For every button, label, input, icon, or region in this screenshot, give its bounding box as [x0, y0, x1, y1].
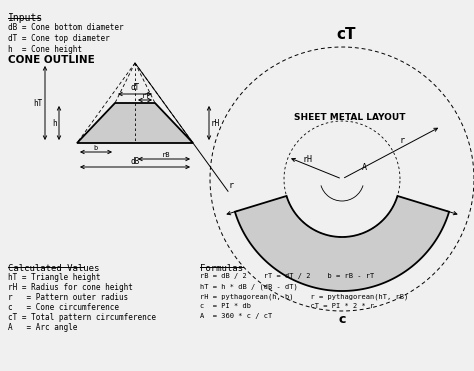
Text: dT: dT — [130, 83, 140, 92]
Text: CONE OUTLINE: CONE OUTLINE — [8, 55, 95, 65]
Text: hT = Triangle height: hT = Triangle height — [8, 273, 100, 282]
Text: hT: hT — [34, 98, 43, 108]
Text: r: r — [400, 136, 404, 145]
Text: dT = Cone top diameter: dT = Cone top diameter — [8, 34, 110, 43]
Text: rB: rB — [162, 152, 170, 158]
Text: r   = Pattern outer radius: r = Pattern outer radius — [8, 293, 128, 302]
Text: rH = pythagorean(h, b)    r = pythagorean(hT, rB): rH = pythagorean(h, b) r = pythagorean(h… — [200, 293, 408, 299]
Polygon shape — [77, 103, 193, 143]
Text: h  = Cone height: h = Cone height — [8, 45, 82, 54]
Text: Calculated Values: Calculated Values — [8, 264, 100, 273]
Text: c: c — [338, 313, 346, 326]
Text: Inputs: Inputs — [8, 13, 43, 23]
Text: b: b — [94, 145, 98, 151]
Text: c  = PI * db              cT = PI * 2 * r: c = PI * db cT = PI * 2 * r — [200, 303, 374, 309]
Text: h: h — [52, 118, 57, 128]
Polygon shape — [235, 196, 449, 291]
Text: Formulas: Formulas — [200, 264, 243, 273]
Text: A  = 360 * c / cT: A = 360 * c / cT — [200, 313, 272, 319]
Text: rH: rH — [211, 118, 220, 128]
Text: rH = Radius for cone height: rH = Radius for cone height — [8, 283, 133, 292]
Text: rB = dB / 2    rT = dT / 2    b = rB - rT: rB = dB / 2 rT = dT / 2 b = rB - rT — [200, 273, 374, 279]
Text: hT = h * dB / (dB - dT): hT = h * dB / (dB - dT) — [200, 283, 298, 289]
Text: c   = Cone circumference: c = Cone circumference — [8, 303, 119, 312]
Text: dB = Cone bottom diameter: dB = Cone bottom diameter — [8, 23, 124, 32]
Text: cT = Total pattern circumference: cT = Total pattern circumference — [8, 313, 156, 322]
Text: A   = Arc angle: A = Arc angle — [8, 323, 77, 332]
Text: rH: rH — [302, 155, 312, 164]
Text: A: A — [362, 162, 366, 171]
Text: dB: dB — [130, 157, 140, 166]
Text: r: r — [229, 181, 234, 190]
Text: SHEET METAL LAYOUT: SHEET METAL LAYOUT — [294, 112, 406, 121]
Text: cT: cT — [336, 27, 356, 42]
Text: rT: rT — [142, 93, 150, 99]
